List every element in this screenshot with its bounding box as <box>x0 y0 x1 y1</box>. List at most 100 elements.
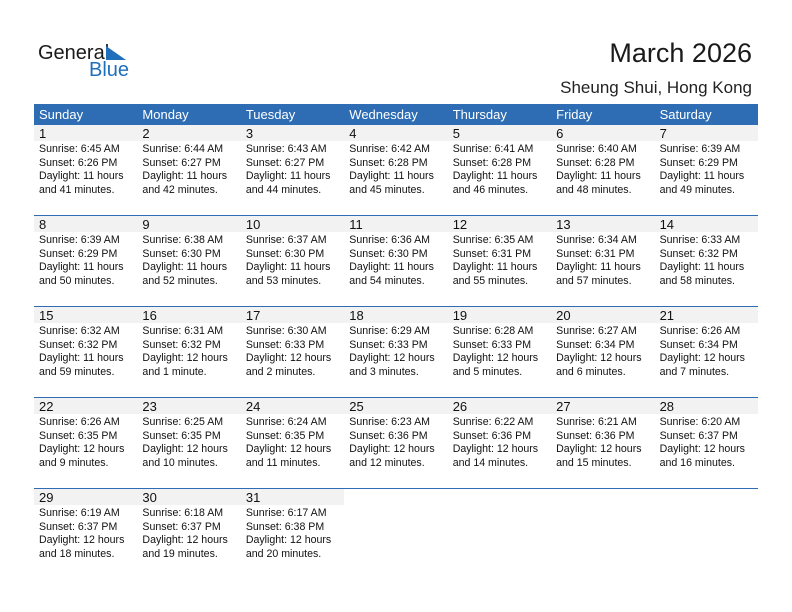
day-number: 17 <box>240 307 345 323</box>
day-number: 29 <box>34 489 138 505</box>
day-dl2: and 49 minutes. <box>659 183 735 196</box>
day-set: Sunset: 6:36 PM <box>349 429 428 442</box>
day-set: Sunset: 6:37 PM <box>659 429 738 442</box>
day-info: Sunrise: 6:20 AM Sunset: 6:37 PM Daylight:… <box>655 414 758 488</box>
weekday-saturday: Saturday <box>659 107 712 122</box>
day-rise: Sunrise: 6:39 AM <box>39 234 120 246</box>
day-set: Sunset: 6:35 PM <box>245 429 325 442</box>
day-number: 11 <box>344 216 448 232</box>
day-set: Sunset: 6:34 PM <box>556 338 635 351</box>
day-number: 16 <box>137 307 241 323</box>
day-set: Sunset: 6:30 PM <box>349 247 428 260</box>
day-set: Sunset: 6:30 PM <box>142 247 221 260</box>
day-rise: Sunrise: 6:17 AM <box>245 507 327 519</box>
week-row: 8 9 10 11 12 13 14 Sunrise: 6:39 AM Sunset: 6:29… <box>34 215 758 306</box>
day-info: Sunrise: 6:35 AM Sunset: 6:31 PM Daylight:… <box>448 232 551 306</box>
day-dl2: and 59 minutes. <box>39 365 115 378</box>
day-set: Sunset: 6:29 PM <box>39 247 118 260</box>
day-rise: Sunrise: 6:18 AM <box>142 507 224 519</box>
day-number: 3 <box>240 125 345 141</box>
day-number: 31 <box>240 489 345 505</box>
day-number: 25 <box>344 398 448 414</box>
day-dl1: Daylight: 11 hours <box>349 170 434 182</box>
day-rise: Sunrise: 6:29 AM <box>349 325 430 337</box>
day-dl1: Daylight: 12 hours <box>142 443 228 455</box>
day-rise: Sunrise: 6:30 AM <box>245 325 327 337</box>
day-info: Sunrise: 6:43 AM Sunset: 6:27 PM Daylight:… <box>241 141 344 215</box>
day-dl1: Daylight: 12 hours <box>39 534 125 546</box>
day-info: Sunrise: 6:37 AM Sunset: 6:30 PM Daylight:… <box>241 232 344 306</box>
day-dl1: Daylight: 11 hours <box>142 170 228 182</box>
day-info: Sunrise: 6:36 AM Sunset: 6:30 PM Daylight:… <box>344 232 447 306</box>
day-dl2: and 16 minutes. <box>659 456 735 469</box>
day-dl2: and 19 minutes. <box>142 547 218 560</box>
day-number: 19 <box>447 307 552 323</box>
day-dl2: and 42 minutes. <box>142 183 218 196</box>
day-rise: Sunrise: 6:26 AM <box>39 416 120 428</box>
day-rise: Sunrise: 6:26 AM <box>659 325 741 337</box>
day-rise: Sunrise: 6:32 AM <box>39 325 120 337</box>
day-set: Sunset: 6:30 PM <box>245 247 325 260</box>
calendar: Sunday Monday Tuesday Wednesday Thursday Frid… <box>34 104 758 579</box>
page-title: March 2026 <box>609 38 752 68</box>
day-info: Sunrise: 6:32 AM Sunset: 6:32 PM Daylight:… <box>34 323 137 397</box>
day-dl1: Daylight: 12 hours <box>245 443 332 455</box>
day-dl1: Daylight: 11 hours <box>452 261 538 273</box>
day-info: Sunrise: 6:39 AM Sunset: 6:29 PM Daylight:… <box>34 232 137 306</box>
day-dl1: Daylight: 12 hours <box>39 443 125 455</box>
day-dl1: Daylight: 12 hours <box>452 443 539 455</box>
day-set: Sunset: 6:31 PM <box>452 247 532 260</box>
day-set: Sunset: 6:31 PM <box>556 247 635 260</box>
day-dl1: Daylight: 12 hours <box>245 352 332 364</box>
day-set: Sunset: 6:37 PM <box>142 520 221 533</box>
day-set: Sunset: 6:34 PM <box>659 338 738 351</box>
day-number: 4 <box>344 125 448 141</box>
day-dl1: Daylight: 11 hours <box>556 261 641 273</box>
day-dl1: Daylight: 12 hours <box>142 352 228 364</box>
day-info: Sunrise: 6:40 AM Sunset: 6:28 PM Daylight:… <box>551 141 654 215</box>
day-dl2: and 52 minutes. <box>142 274 218 287</box>
day-number <box>448 489 551 505</box>
day-dl2: and 55 minutes. <box>452 274 529 287</box>
day-info: Sunrise: 6:24 AM Sunset: 6:35 PM Daylight:… <box>241 414 344 488</box>
day-set: Sunset: 6:32 PM <box>659 247 738 260</box>
day-dl1: Daylight: 11 hours <box>349 261 434 273</box>
day-number <box>344 489 447 505</box>
day-rise: Sunrise: 6:43 AM <box>245 143 327 155</box>
day-dl2: and 12 minutes. <box>349 456 425 469</box>
day-info: Sunrise: 6:34 AM Sunset: 6:31 PM Daylight:… <box>551 232 654 306</box>
day-number: 18 <box>344 307 448 323</box>
day-dl2: and 48 minutes. <box>556 183 632 196</box>
day-dl1: Daylight: 11 hours <box>245 261 331 273</box>
day-dl1: Daylight: 12 hours <box>349 352 435 364</box>
day-dl2: and 9 minutes. <box>39 456 109 469</box>
day-number: 13 <box>551 216 655 232</box>
day-number <box>655 489 758 505</box>
weekday-sunday: Sunday <box>39 107 84 122</box>
weekday-monday: Monday <box>142 107 189 122</box>
day-set: Sunset: 6:26 PM <box>39 156 118 169</box>
day-dl2: and 58 minutes. <box>659 274 735 287</box>
logo-text-blue: Blue <box>89 59 130 81</box>
day-set: Sunset: 6:28 PM <box>349 156 428 169</box>
day-number <box>551 489 654 505</box>
weekday-thursday: Thursday <box>452 107 507 122</box>
day-rise: Sunrise: 6:36 AM <box>349 234 430 246</box>
day-info: Sunrise: 6:30 AM Sunset: 6:33 PM Daylight:… <box>241 323 344 397</box>
day-dl1: Daylight: 12 hours <box>142 534 228 546</box>
day-dl1: Daylight: 11 hours <box>659 261 745 273</box>
day-dl1: Daylight: 12 hours <box>349 443 435 455</box>
day-set: Sunset: 6:38 PM <box>245 520 325 533</box>
logo-text-general: General <box>38 42 110 64</box>
day-rise: Sunrise: 6:23 AM <box>349 416 430 428</box>
day-info: Sunrise: 6:38 AM Sunset: 6:30 PM Daylight:… <box>137 232 240 306</box>
day-dl2: and 53 minutes. <box>245 274 322 287</box>
day-info: Sunrise: 6:29 AM Sunset: 6:33 PM Daylight:… <box>344 323 447 397</box>
day-rise: Sunrise: 6:35 AM <box>452 234 534 246</box>
logo-triangle-icon <box>106 46 126 60</box>
day-dl2: and 10 minutes. <box>142 456 218 469</box>
day-dl2: and 46 minutes. <box>452 183 529 196</box>
day-dl1: Daylight: 11 hours <box>245 170 331 182</box>
day-rise: Sunrise: 6:28 AM <box>452 325 534 337</box>
day-rise: Sunrise: 6:41 AM <box>452 143 534 155</box>
